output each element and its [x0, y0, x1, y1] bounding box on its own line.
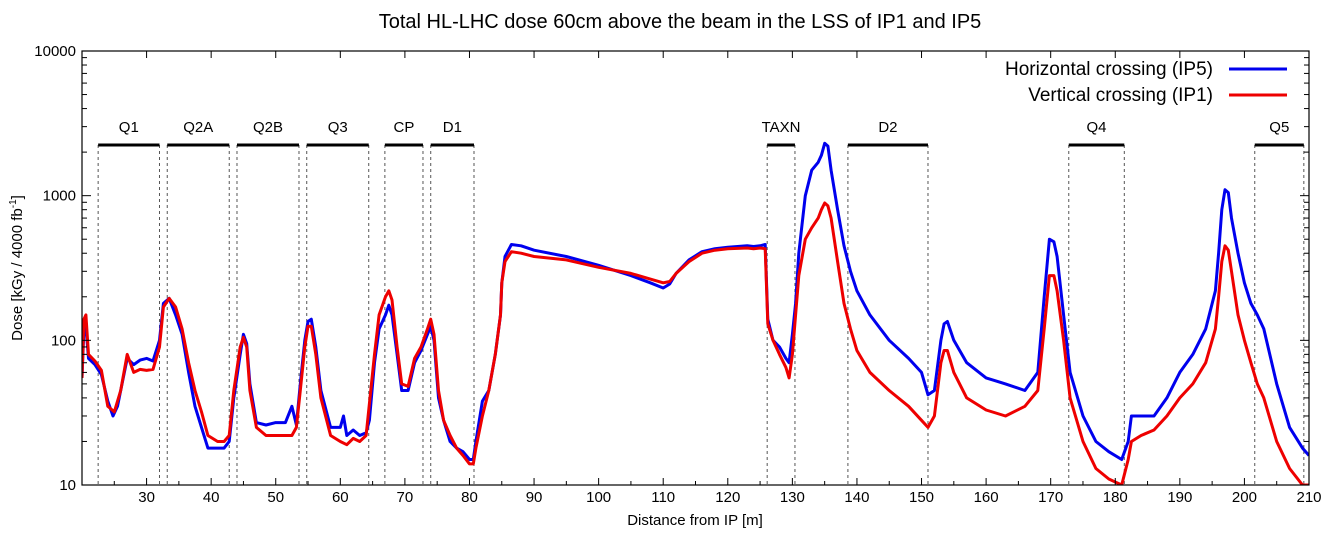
- x-tick-label: 130: [780, 489, 805, 506]
- y-axis: 10 100 1000 10000: [34, 43, 1309, 494]
- y-tick-label: 100: [51, 332, 76, 349]
- magnet-label: Q2B: [253, 119, 283, 136]
- magnet-label: D1: [443, 119, 462, 136]
- legend-label: Vertical crossing (IP1): [1028, 85, 1213, 106]
- x-tick-label: 70: [397, 489, 414, 506]
- magnet-label: Q2A: [183, 119, 213, 136]
- x-tick-label: 160: [974, 489, 999, 506]
- plot-frame: [81, 50, 1310, 486]
- x-tick-label: 90: [526, 489, 543, 506]
- series-line-vertical-ip1: [82, 201, 1309, 485]
- x-tick-label: 140: [844, 489, 869, 506]
- magnet-label: TAXN: [762, 119, 801, 136]
- legend-label: Horizontal crossing (IP5): [1005, 59, 1213, 80]
- magnet-label: Q3: [328, 119, 348, 136]
- x-tick-label: 200: [1232, 489, 1257, 506]
- x-tick-label: 150: [909, 489, 934, 506]
- magnet-markers: Q1 Q2A Q2B Q3 CP D1 TAXN D2 Q4 Q5: [97, 119, 1305, 485]
- x-tick-label: 120: [715, 489, 740, 506]
- series-line-horizontal-ip5: [82, 141, 1309, 461]
- y-tick-label: 10: [59, 477, 76, 494]
- x-tick-label: 80: [461, 489, 478, 506]
- y-axis-label-sup: -1: [8, 199, 19, 208]
- x-tick-label: 170: [1038, 489, 1063, 506]
- chart-title: Total HL-LHC dose 60cm above the beam in…: [379, 11, 982, 33]
- x-axis: 30 40 50 60 70 80 90 100 110 120 130 140 150 160 170 18…: [113, 51, 1322, 506]
- x-axis-label: Distance from IP [m]: [627, 512, 763, 529]
- series-lines: [82, 141, 1309, 485]
- y-axis-label-main: Dose [kGy / 4000 fb: [9, 208, 26, 341]
- x-tick-label: 50: [267, 489, 284, 506]
- y-axis-label-close: ]: [9, 195, 26, 199]
- x-tick-label: 30: [138, 489, 155, 506]
- y-axis-label: Dose [kGy / 4000 fb-1]: [8, 195, 26, 341]
- x-tick-label: 110: [651, 489, 675, 506]
- x-tick-label: 40: [203, 489, 220, 506]
- magnet-label: Q4: [1087, 119, 1107, 136]
- x-tick-label: 210: [1296, 489, 1321, 506]
- magnet-label: D2: [878, 119, 897, 136]
- legend: Horizontal crossing (IP5) Vertical crossi…: [1005, 59, 1287, 106]
- x-tick-label: 100: [586, 489, 611, 506]
- x-tick-label: 180: [1103, 489, 1128, 506]
- magnet-label: CP: [394, 119, 415, 136]
- y-tick-label: 1000: [43, 188, 76, 205]
- x-tick-label: 190: [1167, 489, 1192, 506]
- magnet-label: Q1: [119, 119, 139, 136]
- y-tick-label: 10000: [34, 43, 76, 60]
- x-tick-label: 60: [332, 489, 349, 506]
- magnet-label: Q5: [1269, 119, 1289, 136]
